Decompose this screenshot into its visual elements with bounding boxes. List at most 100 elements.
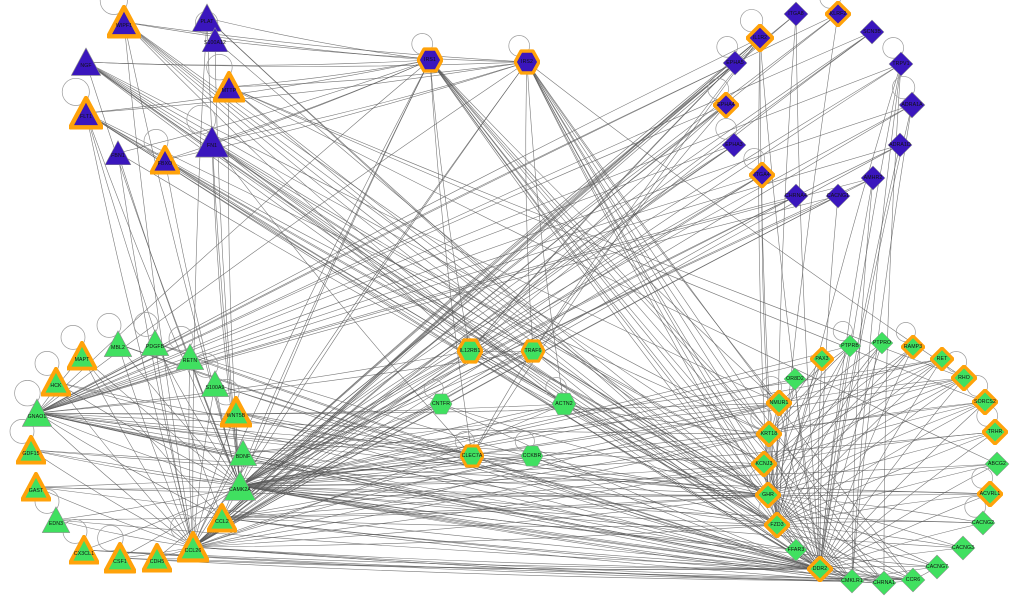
graph-node-cx3cl1[interactable]: CX3CL1 [69, 535, 99, 565]
graph-node-cacng1[interactable]: CACNG1 [825, 183, 851, 209]
edge [36, 412, 797, 551]
edge [532, 350, 821, 570]
graph-node-fzd3[interactable]: FZD3 [764, 512, 790, 538]
edge [778, 358, 943, 404]
graph-node-ghr[interactable]: GHR [755, 482, 781, 508]
graph-node-gnao1[interactable]: GNAO1 [21, 397, 53, 429]
edge [36, 412, 765, 465]
graph-node-wip1[interactable]: WIPF1 [107, 5, 141, 39]
graph-node-pdgfb[interactable]: PDGFB [140, 328, 170, 358]
graph-node-edn3[interactable]: EDN3 [41, 505, 71, 535]
edge [767, 358, 943, 496]
edge [36, 144, 735, 414]
graph-node-il12rb1[interactable]: IL12RB1 [457, 338, 483, 364]
edge [767, 463, 998, 496]
graph-node-retn[interactable]: RETN [175, 342, 205, 372]
graph-node-adra1a[interactable]: ADRA1A [898, 91, 926, 119]
graph-node-fbx[interactable]: FBXO [150, 145, 180, 175]
graph-node-bdnf[interactable]: BDNF [228, 438, 258, 468]
edge [851, 63, 902, 582]
graph-node-abcg2[interactable]: ABCG2 [984, 451, 1010, 477]
graph-node-gdf15[interactable]: GDF15 [16, 435, 46, 465]
graph-node-chrna4[interactable]: CHRNA4 [783, 183, 809, 209]
graph-node-flx[interactable]: FLT1 [69, 96, 103, 130]
graph-node-pax3[interactable]: PAX3 [810, 347, 834, 371]
graph-node-irs2[interactable]: IRS2 [514, 49, 540, 75]
edge [767, 494, 984, 524]
graph-node-irs1[interactable]: IRS1 [417, 47, 443, 73]
graph-node-cckbr[interactable]: CCKBR [520, 444, 544, 468]
graph-node-cdh5[interactable]: CDH5 [142, 543, 172, 573]
graph-node-krt18[interactable]: KRT18 [756, 421, 782, 447]
edge [117, 152, 241, 487]
graph-node-ddr2[interactable]: DDR2 [807, 556, 833, 582]
graph-node-trhr[interactable]: TRHR [982, 419, 1008, 445]
graph-node-itga4[interactable]: ITGA4 [749, 162, 775, 188]
graph-node-fn1[interactable]: FN1 [194, 124, 230, 160]
graph-node-cacng7[interactable]: CACNG7 [924, 554, 950, 580]
graph-node-ffar3[interactable]: FFAR3 [784, 538, 808, 562]
edge [36, 412, 885, 584]
graph-node-ramp3[interactable]: RAMP3 [901, 335, 925, 359]
edge [36, 412, 241, 487]
graph-node-mbl2[interactable]: MBL2 [103, 329, 133, 359]
graph-node-s100a12[interactable]: S100A12 [201, 26, 229, 54]
graph-node-nmur1[interactable]: NMUR1 [766, 390, 792, 416]
graph-node-cmklr1[interactable]: CMKLR1 [839, 568, 865, 594]
graph-node-clec7a[interactable]: CLEC7A [460, 444, 484, 468]
edge [192, 144, 735, 548]
edge [429, 59, 473, 457]
self-loop-edge [206, 54, 233, 81]
graph-node-or8d2[interactable]: OR8D2 [783, 367, 807, 391]
graph-node-gast[interactable]: GAST [21, 472, 51, 502]
graph-node-wnt5b[interactable]: WNT5B [220, 396, 252, 428]
edge [35, 486, 769, 497]
graph-node-trpv1[interactable]: TRPV1 [888, 51, 914, 77]
edge [429, 59, 471, 352]
graph-node-mapt[interactable]: MAPT [67, 341, 97, 371]
graph-node-chrna1[interactable]: CHRNA1 [871, 570, 897, 596]
graph-node-kcnj3[interactable]: KCNJ3 [751, 451, 777, 477]
graph-node-ngf[interactable]: NGF [70, 46, 102, 78]
graph-node-actn2[interactable]: ACTN2 [551, 391, 577, 417]
graph-node-s100a9[interactable]: S100A9 [200, 369, 230, 399]
edge [192, 195, 839, 548]
graph-node-cntfr[interactable]: CNTFR [429, 392, 453, 416]
graph-node-epha3[interactable]: EPHA3 [721, 132, 747, 158]
self-loop-edge [60, 325, 86, 350]
graph-node-sorcs2[interactable]: SORCS2 [972, 389, 998, 415]
edge [239, 485, 964, 549]
graph-node-csf1[interactable]: CSF1 [104, 542, 136, 574]
graph-node-ptprb[interactable]: PTPRB [838, 334, 862, 358]
graph-node-amhr2[interactable]: AMHR2 [860, 165, 886, 191]
graph-node-ccr6[interactable]: CCR6 [900, 567, 926, 593]
graph-node-scn3b[interactable]: SCN3B [859, 19, 885, 45]
graph-node-rho[interactable]: RHO [951, 365, 977, 391]
edge [819, 522, 984, 570]
graph-node-traf6[interactable]: TRAF6 [521, 339, 545, 363]
edge [221, 402, 780, 519]
graph-node-cacng3[interactable]: CACNG3 [950, 535, 976, 561]
graph-node-ccl2[interactable]: CCL2 [207, 503, 237, 533]
edge [795, 13, 821, 570]
graph-node-fbn1[interactable]: FBN1 [104, 139, 132, 167]
edge [767, 345, 851, 496]
graph-node-camk2a[interactable]: CAMK2A [223, 469, 257, 503]
graph-node-acvrl1[interactable]: ACVRL1 [977, 481, 1003, 507]
graph-node-epha5[interactable]: EPHA5 [722, 50, 748, 76]
edge [819, 345, 851, 570]
graph-node-cacng2[interactable]: CACNG2 [970, 510, 996, 536]
edge [429, 59, 780, 404]
graph-node-itga8[interactable]: ITGA8 [783, 1, 809, 27]
graph-node-mttp[interactable]: MTTP [213, 71, 245, 103]
graph-node-klrf2[interactable]: KLRF2 [825, 1, 851, 27]
graph-node-ccl26[interactable]: CCL26 [177, 531, 209, 563]
edge [767, 494, 885, 584]
edge [192, 62, 736, 548]
graph-node-epha4[interactable]: EPHA4 [713, 92, 739, 118]
graph-node-ptpro[interactable]: PTPRO [870, 331, 894, 355]
graph-node-adra1d[interactable]: ADRA1D [887, 132, 913, 158]
graph-node-hck[interactable]: HCK [41, 367, 71, 397]
edge [85, 61, 853, 582]
graph-node-il1r2[interactable]: IL1R2 [746, 24, 774, 52]
